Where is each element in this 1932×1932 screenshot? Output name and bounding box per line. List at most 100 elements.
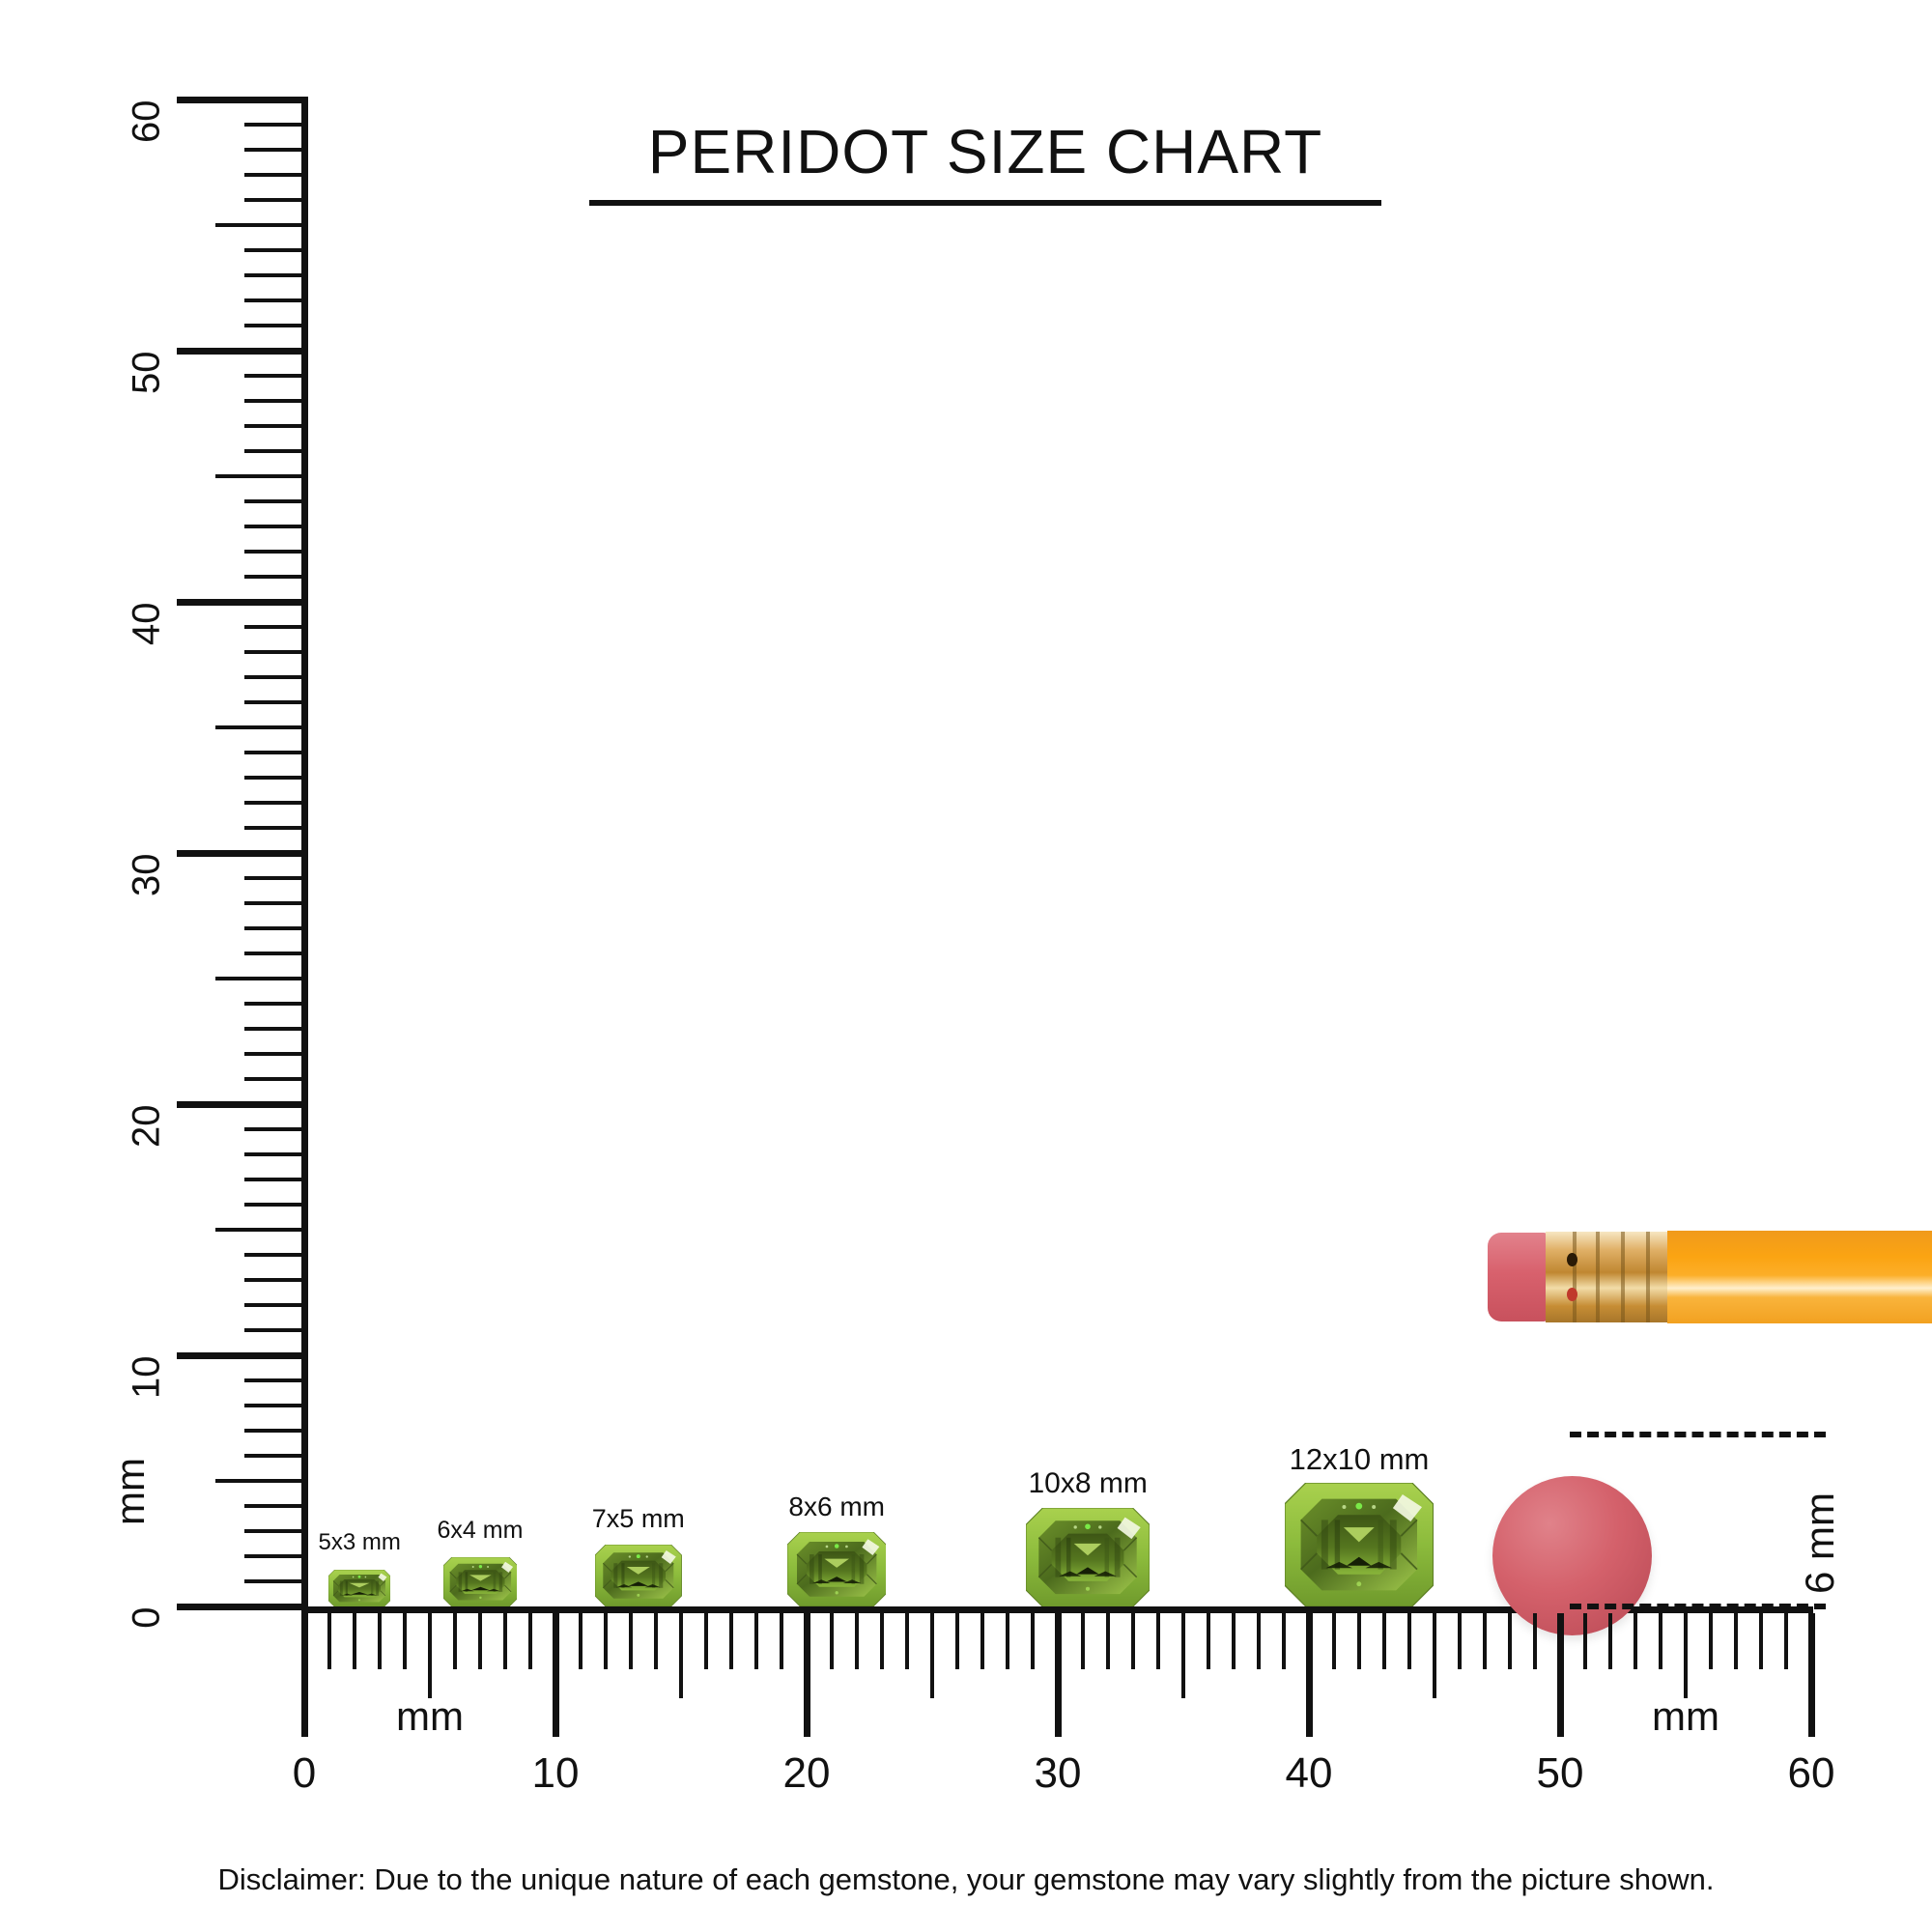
gemstone-item[interactable]: 12x10 mm — [1285, 1442, 1434, 1606]
vertical-ruler-tick — [244, 1504, 304, 1508]
horizontal-ruler-number: 0 — [292, 1749, 317, 1797]
vertical-ruler-tick — [244, 1253, 304, 1257]
horizontal-ruler-tick — [780, 1613, 783, 1669]
gemstone-icon — [328, 1569, 391, 1606]
pencil-eraser-tip — [1488, 1233, 1548, 1321]
vertical-ruler-tick — [177, 347, 304, 355]
horizontal-ruler-tick — [1305, 1613, 1313, 1737]
horizontal-ruler-tick — [1433, 1613, 1436, 1698]
vertical-ruler-tick — [244, 901, 304, 905]
horizontal-ruler-tick — [1608, 1613, 1612, 1669]
vertical-ruler-tick — [177, 849, 304, 857]
horizontal-ruler-tick — [1257, 1613, 1261, 1669]
vertical-ruler-tick — [177, 96, 304, 103]
vertical-ruler-tick — [244, 1328, 304, 1332]
vertical-ruler-tick — [244, 399, 304, 403]
vertical-ruler-tick — [244, 1429, 304, 1433]
horizontal-ruler-tick — [1006, 1613, 1009, 1669]
horizontal-ruler-tick — [378, 1613, 382, 1669]
horizontal-ruler-tick — [1458, 1613, 1462, 1669]
eraser-measure-bottom-line — [1570, 1604, 1826, 1609]
horizontal-ruler-tick — [1181, 1613, 1185, 1698]
vertical-ruler-tick — [244, 1027, 304, 1031]
gemstone-icon — [595, 1545, 682, 1606]
horizontal-ruler-tick — [1081, 1613, 1085, 1669]
ferrule-ring — [1596, 1232, 1600, 1322]
horizontal-ruler-tick — [629, 1613, 633, 1669]
vertical-ruler-number: 50 — [125, 351, 168, 395]
vertical-ruler-tick — [244, 1178, 304, 1181]
horizontal-ruler-tick — [1207, 1613, 1210, 1669]
vertical-ruler-tick — [244, 751, 304, 754]
pencil-body — [1667, 1231, 1932, 1323]
pencil-illustration — [1488, 1225, 1932, 1329]
horizontal-ruler-tick — [1106, 1613, 1110, 1669]
vertical-ruler-tick — [244, 650, 304, 654]
vertical-ruler-tick — [244, 1303, 304, 1307]
gemstone-label: 5x3 mm — [318, 1528, 401, 1555]
vertical-ruler-tick — [244, 1152, 304, 1156]
gemstone-item[interactable]: 10x8 mm — [1026, 1467, 1151, 1606]
vertical-ruler-tick — [244, 1278, 304, 1282]
vertical-ruler-number: 10 — [125, 1355, 168, 1400]
vertical-axis-line — [301, 97, 308, 1613]
horizontal-ruler-tick — [1583, 1613, 1587, 1669]
eraser-measure-top-line — [1570, 1432, 1826, 1437]
gemstone-item[interactable]: 5x3 mm — [319, 1529, 401, 1606]
horizontal-ruler-number: 20 — [782, 1749, 831, 1797]
chart-title: PERIDOT SIZE CHART — [647, 117, 1323, 186]
vertical-ruler-tick — [244, 1404, 304, 1407]
disclaimer-text: Disclaimer: Due to the unique nature of … — [217, 1862, 1715, 1896]
vertical-ruler-tick — [177, 1100, 304, 1108]
gemstone-icon — [442, 1556, 518, 1606]
vertical-ruler-number: 60 — [125, 99, 168, 144]
horizontal-ruler-tick — [1634, 1613, 1637, 1669]
ferrule-ring — [1573, 1232, 1577, 1322]
vertical-ruler-tick — [244, 826, 304, 830]
ferrule-crimp-dot — [1567, 1253, 1577, 1266]
vertical-ruler-number: 30 — [125, 853, 168, 897]
horizontal-ruler-tick — [300, 1613, 308, 1737]
vertical-ruler-tick — [244, 1052, 304, 1056]
horizontal-ruler-tick — [754, 1613, 758, 1669]
horizontal-ruler-tick — [704, 1613, 708, 1669]
vertical-ruler-tick — [244, 374, 304, 378]
vertical-ruler-tick — [215, 474, 304, 478]
vertical-ruler-tick — [244, 1579, 304, 1583]
horizontal-ruler-tick — [1684, 1613, 1688, 1698]
horizontal-ruler-tick — [955, 1613, 959, 1669]
gemstone-label: 7x5 mm — [591, 1504, 685, 1533]
vertical-ruler-tick — [177, 1603, 304, 1610]
ferrule-ring — [1646, 1232, 1650, 1322]
horizontal-ruler-tick — [930, 1613, 934, 1698]
vertical-ruler-tick — [244, 525, 304, 528]
horizontal-ruler-tick — [1131, 1613, 1135, 1669]
vertical-ruler-tick — [244, 675, 304, 679]
vertical-ruler-number: 0 — [125, 1606, 168, 1629]
horizontal-ruler-tick — [1508, 1613, 1512, 1669]
vertical-ruler-tick — [244, 298, 304, 302]
vertical-ruler-tick — [244, 1554, 304, 1558]
horizontal-ruler-number: 30 — [1034, 1749, 1082, 1797]
vertical-ruler-tick — [244, 1529, 304, 1533]
gemstone-item[interactable]: 6x4 mm — [438, 1517, 523, 1606]
horizontal-ruler-tick — [604, 1613, 608, 1669]
horizontal-ruler-tick — [1054, 1613, 1062, 1737]
gemstone-item[interactable]: 7x5 mm — [592, 1504, 685, 1606]
vertical-ruler-tick — [244, 148, 304, 152]
gemstone-icon — [1285, 1483, 1434, 1606]
horizontal-ruler-tick — [880, 1613, 884, 1669]
vertical-ruler-tick — [244, 324, 304, 327]
horizontal-ruler-tick — [1156, 1613, 1160, 1669]
vertical-ruler-tick — [244, 198, 304, 202]
horizontal-ruler-tick — [803, 1613, 810, 1737]
gemstone-item[interactable]: 8x6 mm — [787, 1492, 887, 1606]
vertical-ruler-tick — [244, 173, 304, 177]
vertical-ruler-tick — [244, 1127, 304, 1131]
gemstone-icon — [1026, 1507, 1151, 1606]
vertical-ruler-tick — [244, 248, 304, 252]
horizontal-ruler-tick — [428, 1613, 432, 1698]
horizontal-ruler-tick — [980, 1613, 984, 1669]
horizontal-ruler-tick — [552, 1613, 559, 1737]
vertical-ruler-tick — [215, 1479, 304, 1483]
